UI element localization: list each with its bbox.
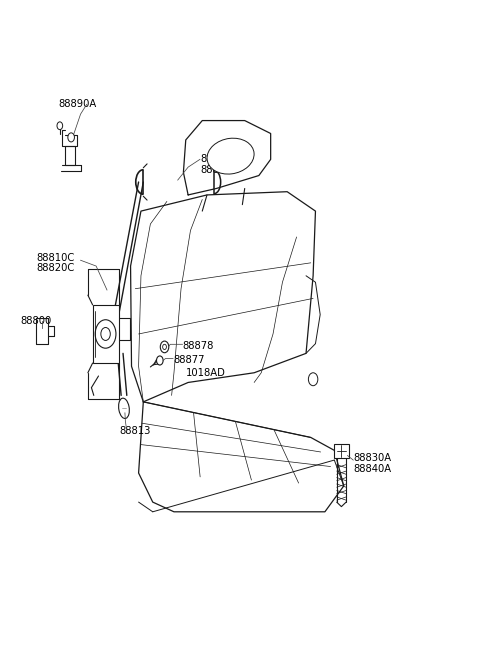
Circle shape <box>57 122 63 130</box>
Polygon shape <box>131 192 315 402</box>
Text: 88812A: 88812A <box>200 164 238 175</box>
Circle shape <box>308 373 318 386</box>
Text: 88800: 88800 <box>21 316 52 326</box>
Text: 1018AD: 1018AD <box>186 367 226 378</box>
Circle shape <box>95 320 116 348</box>
Bar <box>93 305 119 363</box>
Text: 88877: 88877 <box>173 355 204 365</box>
Circle shape <box>156 356 163 365</box>
Text: 88890A: 88890A <box>59 100 96 109</box>
Ellipse shape <box>207 138 254 174</box>
Polygon shape <box>183 121 271 195</box>
Text: 88830A: 88830A <box>353 453 391 463</box>
Circle shape <box>101 328 110 341</box>
Text: 88810C: 88810C <box>36 253 74 263</box>
Ellipse shape <box>119 398 129 419</box>
Text: 88820C: 88820C <box>36 263 74 273</box>
Polygon shape <box>139 402 344 512</box>
Text: 88840A: 88840A <box>353 464 391 474</box>
Circle shape <box>160 341 169 353</box>
Text: 88878: 88878 <box>182 341 214 350</box>
Text: 88813: 88813 <box>120 426 151 436</box>
Bar <box>334 444 349 458</box>
Circle shape <box>163 345 167 350</box>
Text: 88811B: 88811B <box>200 155 238 164</box>
Circle shape <box>68 133 74 142</box>
